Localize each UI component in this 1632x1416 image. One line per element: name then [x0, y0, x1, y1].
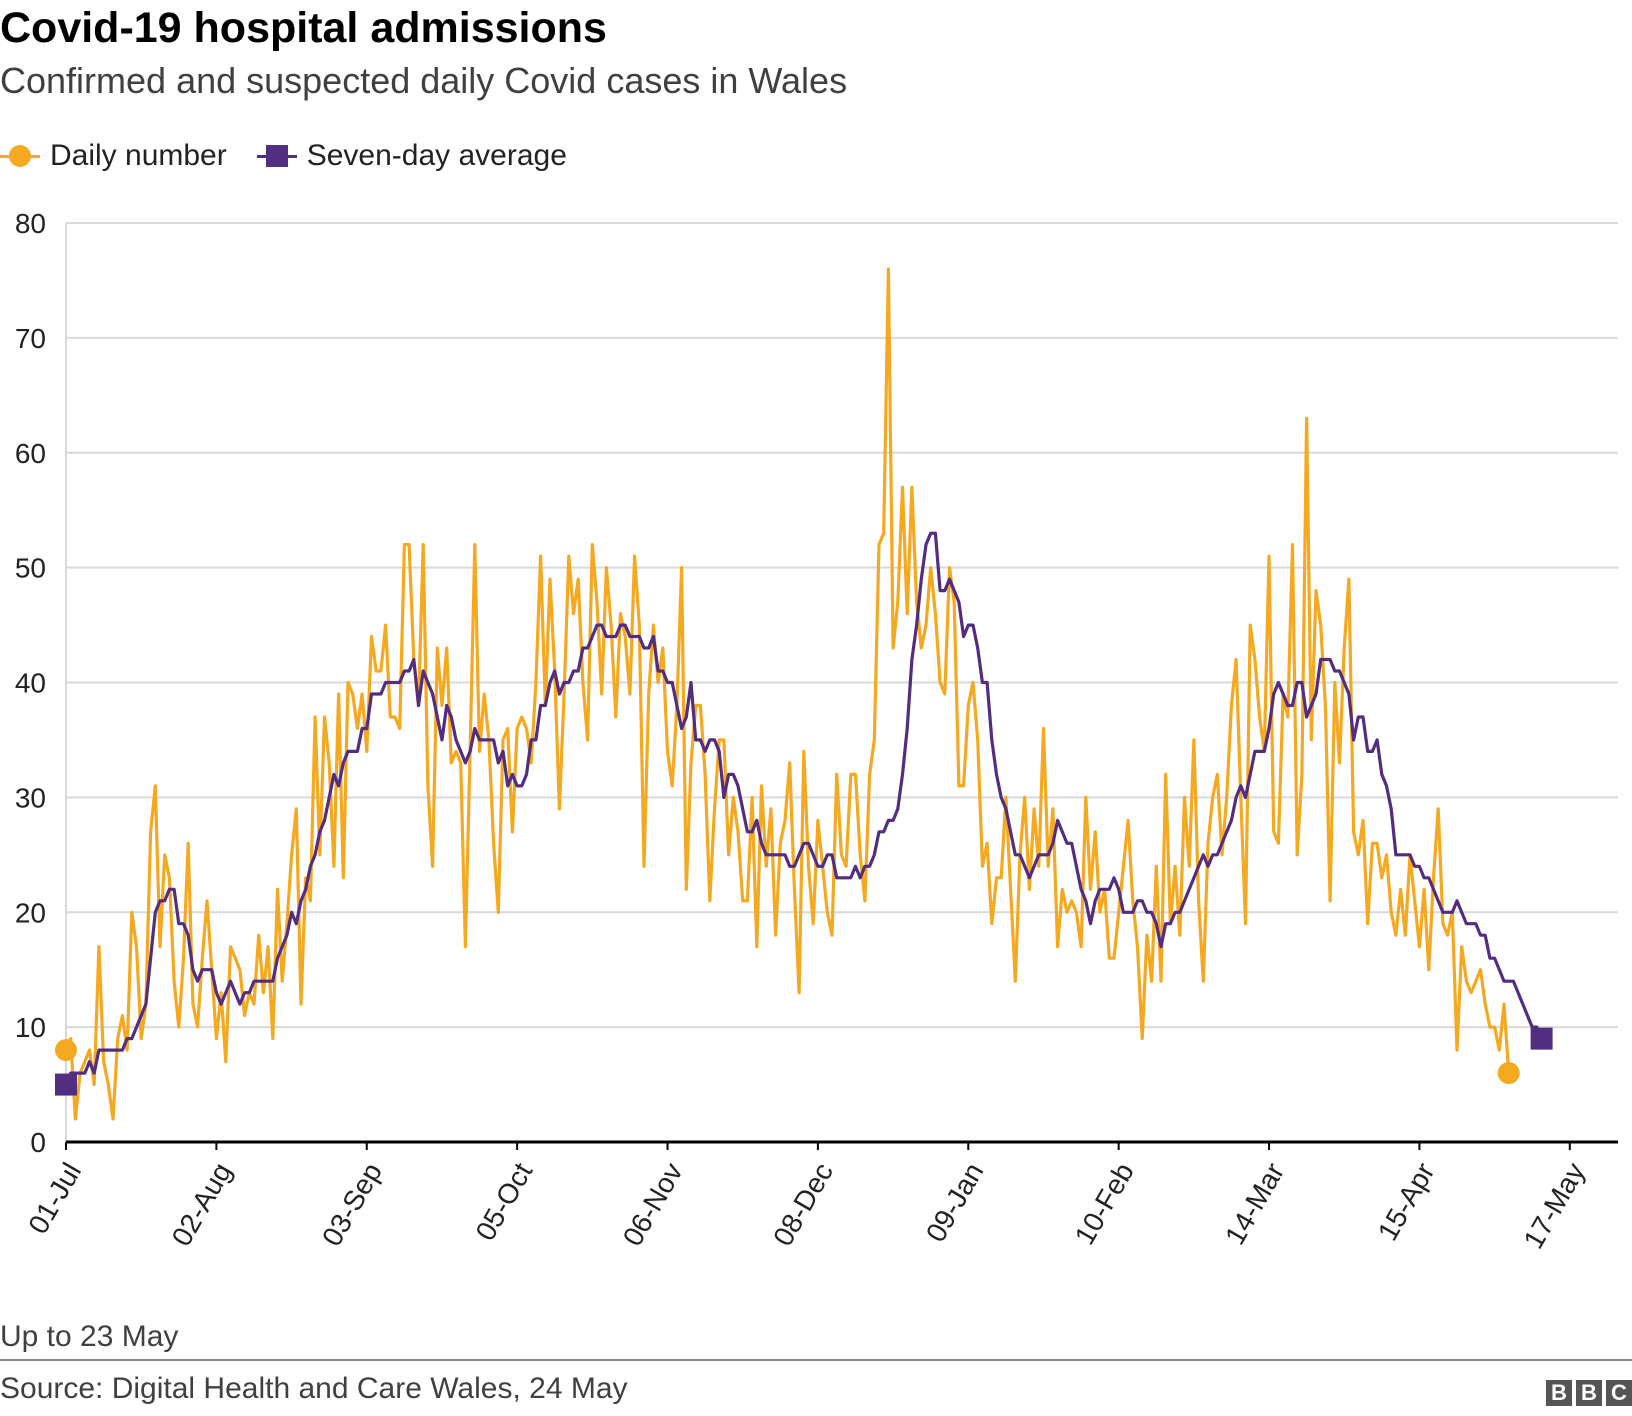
y-axis-tick-labels: 0 10 20 30 40 50 60 70 80 [15, 208, 46, 1158]
x-tick-label: 06-Nov [617, 1158, 689, 1252]
legend-item-average[interactable]: Seven-day average [256, 139, 567, 173]
x-tick-label: 14-Mar [1219, 1158, 1290, 1250]
legend-item-daily[interactable]: Daily number [0, 139, 227, 173]
y-tick-label: 40 [15, 668, 46, 699]
y-tick-label: 50 [15, 553, 46, 584]
x-tick-label: 05-Oct [469, 1157, 538, 1245]
x-tick-label: 10-Feb [1069, 1158, 1140, 1250]
legend-average-label: Seven-day average [306, 139, 567, 172]
daily-end-marker [1497, 1062, 1520, 1085]
chart-legend: Daily number Seven-day average [0, 136, 597, 176]
grid-lines [65, 222, 1618, 1142]
x-tick-label: 08-Dec [767, 1158, 839, 1252]
x-tick-label: 15-Apr [1372, 1158, 1441, 1246]
chart-title: Covid-19 hospital admissions [0, 4, 607, 52]
daily-start-marker [55, 1039, 77, 1062]
y-tick-label: 80 [15, 208, 46, 239]
line-chart: 0 10 20 30 40 50 60 70 80 01-Jul 02-Aug 03-Sep 05-O… [15, 208, 1618, 1254]
x-axis-tick-labels: 01-Jul 02-Aug 03-Sep 05-Oct 06-Nov 08-Dec 09-J… [22, 1157, 1591, 1254]
legend-daily-marker-icon [0, 141, 40, 171]
bbc-logo: B B C [1542, 1380, 1632, 1406]
footer-divider [0, 1359, 1632, 1361]
source-credit: Source: Digital Health and Care Wales, 2… [0, 1372, 628, 1405]
bbc-logo-letter: B [1546, 1380, 1572, 1406]
x-axis [65, 1140, 1618, 1150]
daily-number-series-line [64, 267, 1511, 1121]
x-tick-label: 01-Jul [22, 1158, 87, 1240]
y-tick-label: 10 [15, 1012, 46, 1043]
bbc-logo-letter: B [1576, 1380, 1602, 1406]
x-tick-label: 09-Jan [920, 1158, 990, 1248]
x-tick-label: 17-May [1517, 1158, 1591, 1254]
y-tick-label: 30 [15, 782, 46, 813]
legend-daily-label: Daily number [50, 139, 227, 172]
seven-day-average-series-line [64, 531, 1544, 1086]
y-tick-label: 20 [15, 897, 46, 928]
series-end-markers [55, 1027, 1553, 1096]
x-tick-label: 02-Aug [166, 1158, 238, 1252]
data-series [64, 267, 1544, 1121]
y-tick-label: 60 [15, 438, 46, 469]
average-end-marker [1530, 1027, 1553, 1050]
average-start-marker [55, 1073, 77, 1096]
legend-average-marker-icon [256, 141, 297, 171]
bbc-logo-letter: C [1606, 1380, 1632, 1406]
y-tick-label: 0 [30, 1127, 46, 1158]
chart-subtitle: Confirmed and suspected daily Covid case… [0, 60, 848, 101]
y-tick-label: 70 [15, 323, 46, 354]
x-tick-label: 03-Sep [316, 1158, 388, 1252]
chart-note: Up to 23 May [0, 1320, 179, 1353]
